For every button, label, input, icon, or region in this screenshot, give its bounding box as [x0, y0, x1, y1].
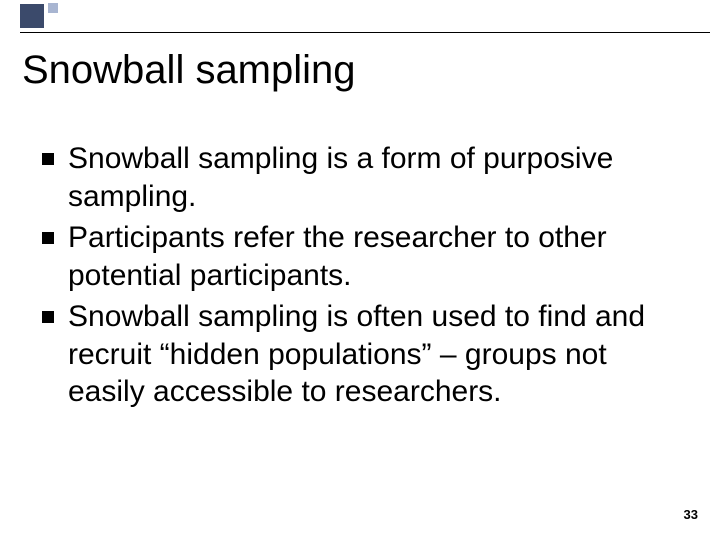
bullet-text: Snowball sampling is often used to find …	[68, 298, 690, 411]
slide-title: Snowball sampling	[22, 48, 356, 93]
corner-decoration	[0, 0, 130, 36]
horizontal-rule	[20, 32, 710, 33]
bullet-icon	[42, 232, 54, 244]
bullet-icon	[42, 153, 54, 165]
bullet-icon	[42, 311, 54, 323]
page-number: 33	[684, 507, 698, 522]
decoration-square-small	[48, 3, 58, 13]
decoration-square-large	[20, 4, 44, 28]
list-item: Participants refer the researcher to oth…	[40, 219, 690, 294]
list-item: Snowball sampling is a form of purposive…	[40, 140, 690, 215]
bullet-text: Snowball sampling is a form of purposive…	[68, 140, 690, 215]
slide-body: Snowball sampling is a form of purposive…	[40, 140, 690, 415]
bullet-text: Participants refer the researcher to oth…	[68, 219, 690, 294]
list-item: Snowball sampling is often used to find …	[40, 298, 690, 411]
